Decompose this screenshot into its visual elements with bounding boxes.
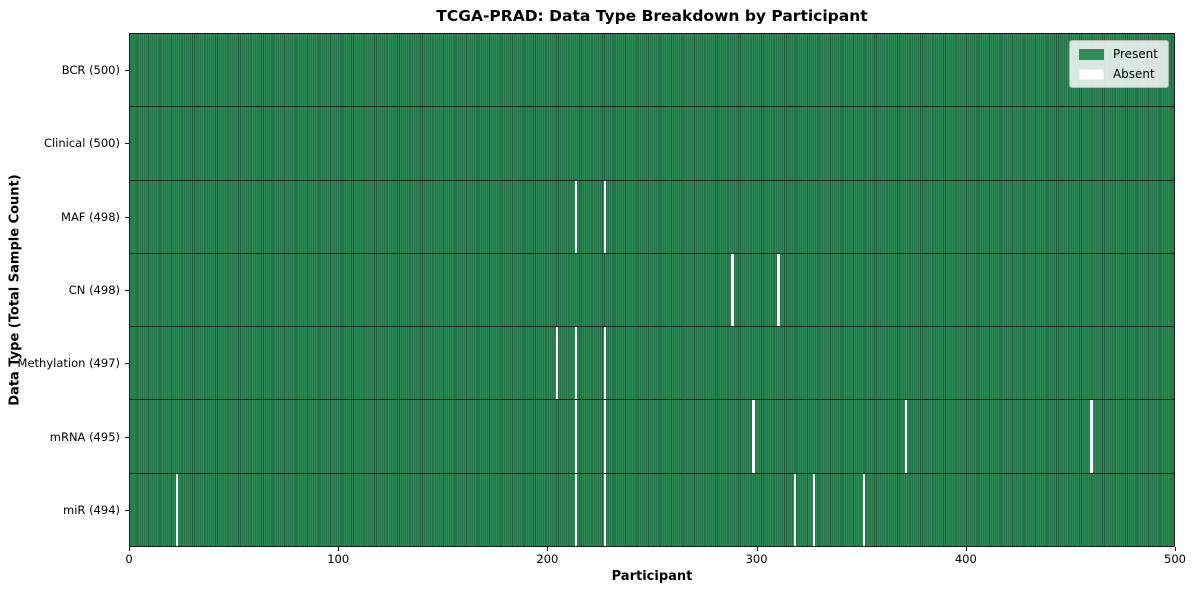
y-tick-mark	[125, 290, 129, 291]
y-tick-label: CN (498)	[68, 283, 120, 297]
x-tick-label: 0	[125, 552, 133, 566]
absent-gap	[603, 180, 607, 253]
plot-area: Present Absent	[129, 33, 1175, 547]
absent-gap	[574, 180, 578, 253]
absent-gap	[752, 400, 755, 473]
y-tick-label: BCR (500)	[61, 62, 120, 77]
legend-label: Present	[1112, 47, 1158, 61]
heatmap-row-mrna	[130, 400, 1174, 474]
heatmap-row-methylation	[130, 327, 1174, 401]
absent-gap	[574, 473, 578, 546]
x-tick-mark	[129, 547, 130, 551]
heatmap-row-bcr	[130, 34, 1174, 108]
absent-gap	[731, 253, 734, 327]
legend: Present Absent	[1068, 40, 1169, 88]
y-tick-label: Clinical (500)	[43, 136, 120, 151]
x-tick-mark	[547, 547, 549, 551]
y-tick-label: mRNA (495)	[49, 429, 120, 444]
x-tick-label: 300	[745, 552, 768, 566]
absent-gap	[793, 473, 797, 546]
absent-gap	[777, 253, 780, 327]
x-tick-label: 200	[536, 552, 559, 566]
y-tick-mark	[125, 363, 129, 364]
y-tick-mark	[125, 437, 129, 438]
x-tick-mark	[756, 547, 758, 551]
absent-gap	[574, 327, 578, 400]
y-tick-mark	[125, 70, 129, 71]
heatmap-row-mir	[130, 473, 1174, 546]
absent-gap	[603, 400, 607, 473]
absent-gap	[904, 400, 908, 473]
chart-title: TCGA-PRAD: Data Type Breakdown by Partic…	[436, 7, 868, 25]
absent-gap	[603, 327, 607, 400]
legend-entry-absent: Absent	[1078, 67, 1158, 81]
x-axis-title: Participant	[611, 569, 693, 584]
x-tick-label: 500	[1164, 552, 1186, 566]
y-tick-label: MAF (498)	[61, 209, 120, 224]
heatmap-row-maf	[130, 180, 1174, 254]
y-tick-mark	[125, 217, 129, 218]
absent-gap	[574, 400, 578, 473]
x-tick-mark	[338, 547, 340, 551]
absent-gap	[862, 473, 866, 546]
absent-gap	[555, 327, 559, 400]
legend-swatch-present	[1078, 48, 1104, 60]
y-tick-label: miR (494)	[63, 503, 120, 518]
absent-gap	[812, 473, 816, 546]
absent-gap	[1090, 400, 1093, 473]
legend-label: Absent	[1112, 67, 1155, 81]
y-tick-mark	[125, 510, 129, 511]
legend-entry-present: Present	[1078, 47, 1158, 61]
y-tick-mark	[125, 143, 129, 144]
absent-gap	[603, 473, 607, 546]
absent-gap	[175, 473, 179, 546]
x-tick-mark	[1175, 547, 1176, 551]
heatmap-row-clinical	[130, 107, 1174, 181]
y-tick-label: Methylation (497)	[17, 356, 120, 371]
x-tick-label: 100	[327, 552, 350, 566]
legend-swatch-absent	[1078, 68, 1104, 80]
x-tick-mark	[965, 547, 967, 551]
heatmap-row-cn	[130, 253, 1174, 328]
heatmap-rows	[130, 34, 1174, 546]
x-tick-label: 400	[954, 552, 977, 566]
